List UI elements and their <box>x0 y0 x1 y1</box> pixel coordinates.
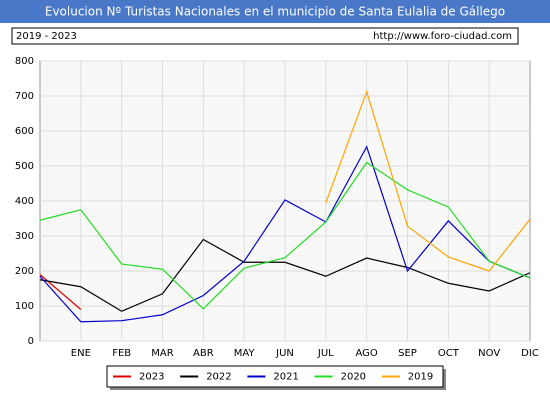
x-tick-label: OCT <box>438 348 460 359</box>
y-tick-label: 300 <box>15 231 34 242</box>
subtitle: 2019 - 2023 <box>16 31 77 42</box>
series-line <box>39 145 531 323</box>
legend-label: 2023 <box>139 372 164 383</box>
y-tick-label: 500 <box>15 161 34 172</box>
y-tick-label: 200 <box>15 266 34 277</box>
series-line <box>325 89 531 272</box>
series-line <box>39 161 531 310</box>
chart-title: Evolucion Nº Turistas Nacionales en el m… <box>45 5 505 19</box>
x-tick-label: FEB <box>112 348 131 359</box>
x-tick-label: MAY <box>234 348 256 359</box>
x-tick-label: SEP <box>398 348 417 359</box>
legend-label: 2020 <box>341 372 366 383</box>
y-tick-label: 700 <box>15 91 34 102</box>
x-tick-label: NOV <box>478 348 500 359</box>
legend <box>106 365 444 388</box>
x-tick-label: MAR <box>151 348 173 359</box>
y-tick-label: 600 <box>15 126 34 137</box>
x-tick-label: JUN <box>275 348 294 359</box>
title-bar <box>0 0 550 23</box>
subtitle-box <box>11 27 519 45</box>
x-tick-label: DIC <box>521 348 539 359</box>
legend-label: 2021 <box>273 372 298 383</box>
source: http://www.foro-ciudad.com <box>373 31 512 42</box>
y-tick-label: 400 <box>15 196 34 207</box>
legend-label: 2019 <box>408 372 433 383</box>
x-tick-label: JUL <box>317 348 334 359</box>
x-tick-label: ENE <box>71 348 91 359</box>
legend-label: 2022 <box>206 372 231 383</box>
y-tick-label: 0 <box>28 336 34 347</box>
y-tick-label: 100 <box>15 301 34 312</box>
y-tick-label: 800 <box>15 56 34 67</box>
series-line <box>39 238 531 312</box>
x-tick-label: ABR <box>193 348 214 359</box>
x-tick-label: AGO <box>356 348 378 359</box>
